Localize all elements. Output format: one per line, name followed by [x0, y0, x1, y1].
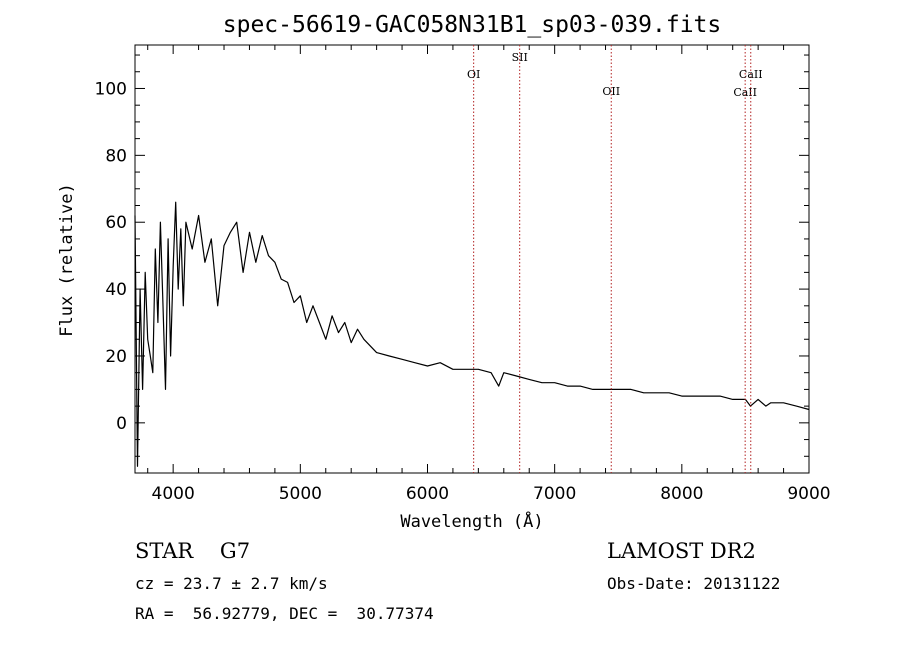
- x-tick-label: 8000: [660, 484, 703, 504]
- y-tick-label: 40: [105, 280, 127, 300]
- x-tick-label: 4000: [152, 484, 195, 504]
- y-tick-label: 100: [95, 79, 127, 99]
- line-marker-label: OI: [467, 68, 480, 81]
- y-tick-label: 80: [105, 146, 127, 166]
- y-tick-label: 20: [105, 347, 127, 367]
- plot-frame: [134, 44, 810, 474]
- coordinates-label: RA = 56.92779, DEC = 30.77374: [135, 604, 434, 623]
- x-axis-label: Wavelength (Å): [400, 510, 543, 532]
- line-marker-label: OII: [602, 85, 620, 98]
- object-class-label: STAR G7: [135, 539, 251, 563]
- y-tick-label: 0: [116, 414, 127, 434]
- survey-label: LAMOST DR2: [607, 539, 756, 563]
- x-tick-label: 6000: [406, 484, 449, 504]
- spectrum-line: [134, 201, 810, 467]
- y-axis-label: Flux (relative): [57, 183, 77, 337]
- chart-title: spec-56619-GAC058N31B1_sp03-039.fits: [223, 12, 722, 38]
- line-marker-label: SII: [512, 51, 528, 64]
- x-tick-label: 5000: [279, 484, 322, 504]
- redshift-label: cz = 23.7 ± 2.7 km/s: [135, 574, 328, 593]
- line-marker-label: CaII: [739, 68, 763, 81]
- obs-date-label: Obs-Date: 20131122: [607, 574, 781, 593]
- y-tick-label: 60: [105, 213, 127, 233]
- x-tick-label: 9000: [787, 484, 830, 504]
- line-marker-label: CaII: [733, 86, 757, 99]
- x-tick-label: 7000: [533, 484, 576, 504]
